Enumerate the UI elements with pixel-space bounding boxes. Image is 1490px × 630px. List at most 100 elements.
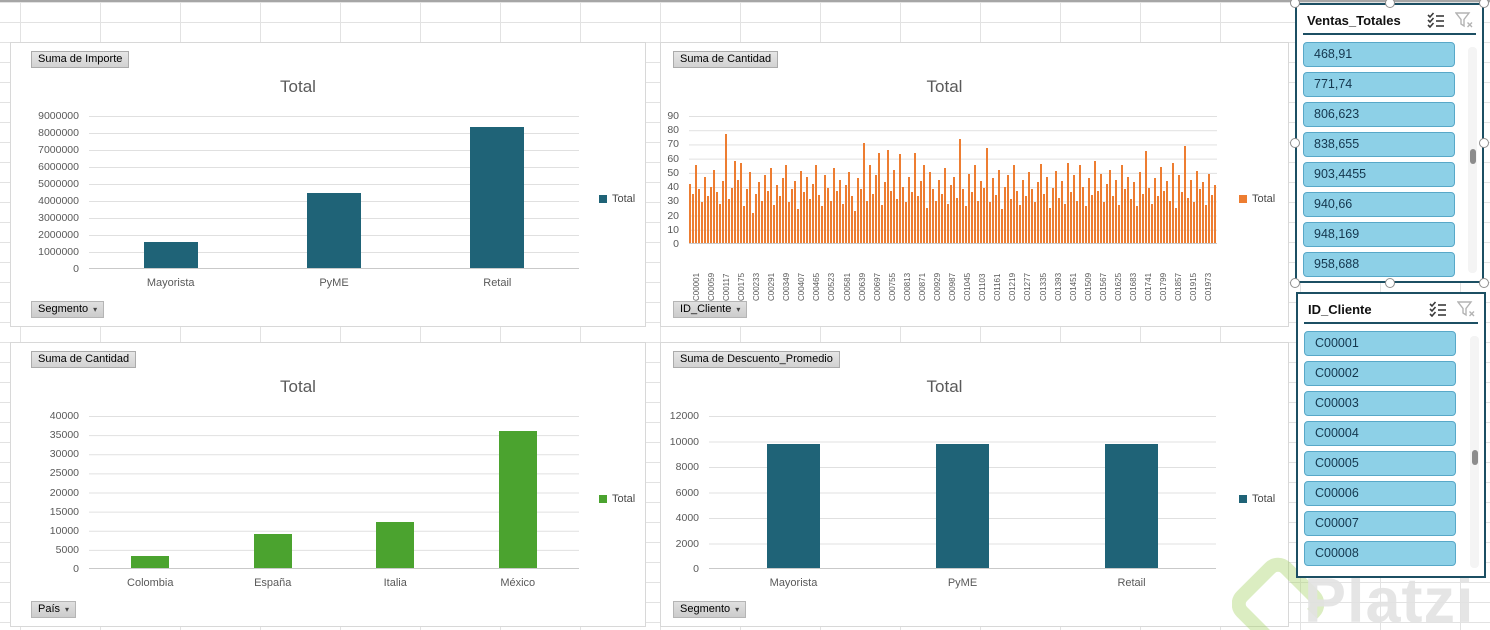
pivot-field-button[interactable]: Suma de Cantidad <box>673 51 779 68</box>
slicer-item[interactable]: C00003 <box>1304 391 1456 416</box>
bar <box>1055 171 1057 243</box>
x-axis-tick-label: C00639 <box>857 272 867 301</box>
clear-filter-icon[interactable] <box>1454 11 1474 29</box>
bar <box>860 189 862 243</box>
bar <box>719 203 721 243</box>
bar <box>1040 163 1042 243</box>
bar <box>782 178 784 243</box>
y-axis-tick-label: 12000 <box>669 410 699 422</box>
slicer-item[interactable]: C00007 <box>1304 511 1456 536</box>
y-axis-tick-label: 30 <box>667 195 679 208</box>
legend-marker-icon <box>599 195 607 203</box>
bar <box>1010 199 1012 243</box>
axis-field-button-segmento[interactable]: Segmento ▾ <box>673 601 747 618</box>
selection-handle[interactable] <box>1290 278 1300 288</box>
selection-handle[interactable] <box>1479 278 1489 288</box>
x-axis-category-label: PyME <box>947 577 978 589</box>
bar <box>932 189 934 243</box>
x-axis-tick-label: C00291 <box>767 272 777 301</box>
bar <box>1025 196 1027 243</box>
selection-handle[interactable] <box>1479 138 1489 148</box>
x-axis-category-label: PyME <box>319 277 349 289</box>
bar <box>1121 165 1123 243</box>
bar <box>803 192 805 243</box>
slicer-item[interactable]: 468,91 <box>1303 42 1455 67</box>
slicer-item[interactable]: 940,66 <box>1303 192 1455 217</box>
x-axis-tick-label: C01335 <box>1038 272 1048 301</box>
y-axis-tick-label: 80 <box>667 124 679 137</box>
multi-select-icon[interactable] <box>1426 11 1446 29</box>
slicer-item[interactable]: 838,655 <box>1303 132 1455 157</box>
slicer-item[interactable]: 806,623 <box>1303 102 1455 127</box>
pivot-field-button[interactable]: Suma de Cantidad <box>31 351 137 368</box>
bar <box>1061 180 1063 243</box>
slicer-item[interactable]: 771,74 <box>1303 72 1455 97</box>
bar <box>1163 190 1165 243</box>
x-axis-tick-label: C00755 <box>887 272 897 301</box>
x-axis-tick-label: C01277 <box>1023 272 1033 301</box>
bar <box>848 172 850 243</box>
slicer-item[interactable]: C00001 <box>1304 331 1456 356</box>
plot-area <box>709 416 1216 569</box>
bar <box>872 193 874 243</box>
bar <box>965 206 967 243</box>
bar <box>986 148 988 243</box>
plot-area <box>89 416 579 569</box>
bar <box>1172 162 1174 243</box>
selection-handle[interactable] <box>1384 278 1395 288</box>
axis-field-button-segmento[interactable]: Segmento ▾ <box>31 301 105 318</box>
slicer-item[interactable]: 903,4455 <box>1303 162 1455 187</box>
slicer-item[interactable]: C00002 <box>1304 361 1456 386</box>
slicer-item[interactable]: 958,688 <box>1303 252 1455 277</box>
selection-handle[interactable] <box>1290 138 1300 148</box>
selection-handle[interactable] <box>1290 0 1300 8</box>
bar <box>869 165 871 243</box>
multi-select-icon[interactable] <box>1428 300 1448 318</box>
slicer-scrollbar[interactable] <box>1470 336 1479 568</box>
selection-handle[interactable] <box>1479 0 1489 8</box>
legend-label: Total <box>612 493 636 505</box>
x-axis-tick-label: C00871 <box>917 272 927 301</box>
pivot-field-button[interactable]: Suma de Importe <box>31 51 130 68</box>
bar <box>1193 202 1195 243</box>
clear-filter-icon[interactable] <box>1456 300 1476 318</box>
slicer-item[interactable]: C00005 <box>1304 451 1456 476</box>
bar <box>752 213 754 243</box>
bar-méxico <box>498 430 537 568</box>
bar <box>1151 203 1153 243</box>
bar <box>971 192 973 243</box>
legend-label: Total <box>612 193 636 205</box>
slicer-item[interactable]: C00004 <box>1304 421 1456 446</box>
axis-field-button-id-cliente[interactable]: ID_Cliente ▾ <box>673 301 748 318</box>
bar-colombia <box>131 555 170 568</box>
y-axis-tick-label: 10000 <box>669 435 699 448</box>
axis-field-button-pais[interactable]: País ▾ <box>31 601 77 618</box>
x-axis-tick-label: C01799 <box>1159 272 1169 301</box>
bar <box>1142 193 1144 243</box>
y-axis-tick-label: 15000 <box>49 505 79 518</box>
bar <box>1067 162 1069 243</box>
bar <box>908 176 910 243</box>
slicer-item[interactable]: C00006 <box>1304 481 1456 506</box>
bar <box>899 154 901 243</box>
slicer-item[interactable]: C00008 <box>1304 541 1456 566</box>
y-axis-tick-label: 20000 <box>49 486 79 499</box>
scrollbar-thumb[interactable] <box>1471 450 1478 465</box>
slicer-scrollbar[interactable] <box>1468 47 1477 273</box>
y-axis-tick-label: 90 <box>667 110 679 122</box>
bar <box>845 185 847 243</box>
bar <box>794 180 796 243</box>
bar <box>866 200 868 243</box>
bar <box>968 173 970 243</box>
scrollbar-thumb[interactable] <box>1469 149 1476 164</box>
selection-handle[interactable] <box>1384 0 1395 8</box>
slicer-item[interactable]: 948,169 <box>1303 222 1455 247</box>
pivot-field-button[interactable]: Suma de Descuento_Promedio <box>673 351 840 368</box>
y-axis-tick-label: 40 <box>667 181 679 194</box>
bar <box>1127 176 1129 243</box>
bar <box>1184 145 1186 243</box>
bar <box>1004 186 1006 243</box>
bar <box>938 179 940 243</box>
bar-mayorista <box>767 443 820 568</box>
y-axis-tick-label: 6000000 <box>38 161 79 173</box>
